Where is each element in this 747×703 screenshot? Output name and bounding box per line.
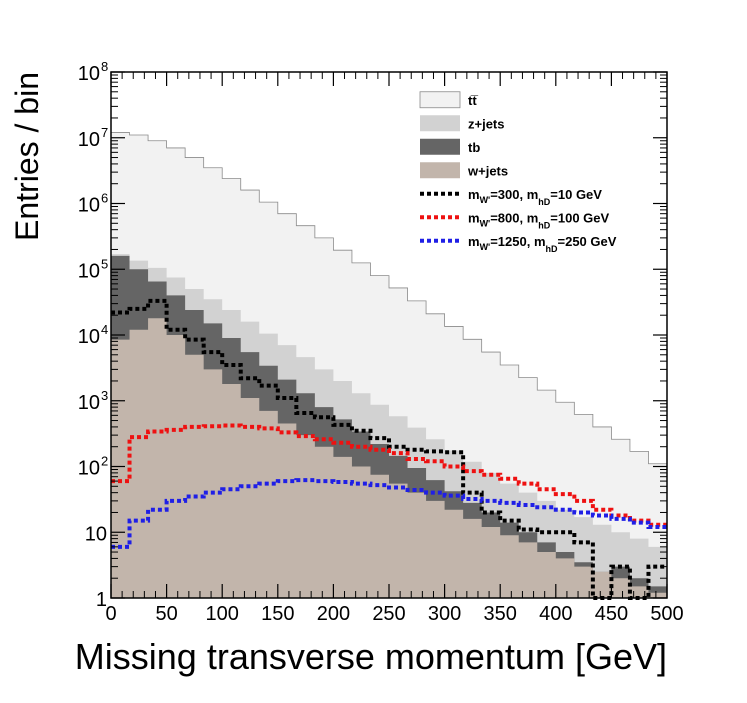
y-tick-label: 10 <box>78 63 100 85</box>
legend-swatch-tt <box>419 91 461 109</box>
legend-label-tt: tt̅ <box>468 93 478 108</box>
y-tick-exponent: 5 <box>101 256 108 271</box>
y-tick-exponent: 4 <box>101 322 108 337</box>
y-tick-label: 10 <box>78 129 100 151</box>
legend-label-signal: mW'=800, mhD=100 GeV <box>468 210 610 230</box>
y-tick-label: 10 <box>78 260 100 282</box>
y-tick-label: 10 <box>78 392 100 414</box>
bg-area-w-jets <box>111 318 667 598</box>
x-tick-label: 400 <box>539 603 572 625</box>
y-axis-title: Entries / bin <box>9 72 45 241</box>
signal-line-1 <box>111 298 667 600</box>
x-tick-label: 200 <box>317 603 350 625</box>
x-tick-label: 50 <box>155 603 177 625</box>
y-tick-exponent: 7 <box>101 125 108 140</box>
legend-label-signal: mW'=1250, mhD=250 GeV <box>468 234 617 254</box>
x-axis-title: Missing transverse momentum [GeV] <box>75 636 667 677</box>
x-tick-label: 300 <box>428 603 461 625</box>
legend-label-w-jets: w+jets <box>467 163 508 178</box>
y-tick-exponent: 2 <box>101 454 108 469</box>
legend-swatch-z-jets <box>420 115 460 132</box>
legend-swatch-tb <box>420 138 460 155</box>
signal-line-3 <box>111 478 667 549</box>
y-tick-label: 10 <box>78 458 100 480</box>
legend-swatch-w-jets <box>420 162 460 179</box>
x-tick-label: 0 <box>105 603 116 625</box>
y-tick-exponent: 8 <box>101 59 108 74</box>
legend-label-tb: tb <box>468 140 480 155</box>
legend-label-signal: mW'=300, mhD=10 GeV <box>468 187 602 207</box>
x-tick-label: 500 <box>650 603 683 625</box>
x-tick-label: 100 <box>206 603 239 625</box>
x-tick-label: 150 <box>261 603 294 625</box>
y-tick-label: 10 <box>85 523 107 545</box>
x-tick-label: 250 <box>372 603 405 625</box>
legend-label-z-jets: z+jets <box>468 116 505 131</box>
y-tick-exponent: 6 <box>101 191 108 206</box>
x-tick-label: 350 <box>484 603 517 625</box>
signal-line-2 <box>111 423 667 527</box>
y-tick-label: 10 <box>78 195 100 217</box>
y-tick-exponent: 3 <box>101 388 108 403</box>
y-tick-label: 10 <box>78 326 100 348</box>
y-tick-label: 1 <box>96 589 107 611</box>
legend: tt̅ z+jets tb w+jets mW'=300, mhD=10 GeV mW'=… <box>419 91 617 254</box>
x-tick-label: 450 <box>595 603 628 625</box>
